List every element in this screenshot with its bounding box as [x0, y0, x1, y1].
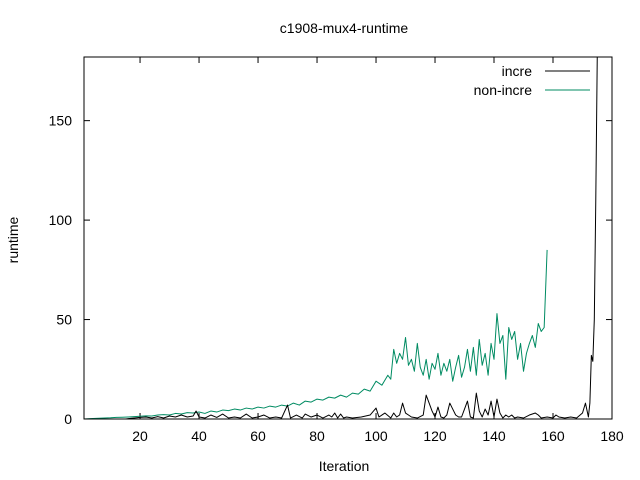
legend-label-non-incre: non-incre [474, 82, 533, 98]
chart-title: c1908-mux4-runtime [280, 20, 409, 36]
x-tick-label: 120 [423, 428, 447, 444]
y-tick-label: 50 [56, 312, 72, 328]
series-line-incre [84, 57, 598, 419]
x-tick-label: 140 [482, 428, 506, 444]
x-tick-label: 80 [309, 428, 325, 444]
x-tick-label: 60 [250, 428, 266, 444]
axis-ticks: 20 40 60 80 100 120 140 160 180 0 50 100 150 [49, 57, 624, 444]
y-tick-label: 150 [49, 113, 73, 129]
y-tick-label: 0 [64, 411, 72, 427]
series-layer [84, 57, 598, 419]
y-axis-label: runtime [5, 216, 21, 263]
x-tick-label: 180 [600, 428, 624, 444]
legend: incre non-incre [474, 63, 590, 98]
x-tick-label: 160 [541, 428, 565, 444]
series-line-non-incre [84, 249, 548, 419]
x-tick-label: 20 [132, 428, 148, 444]
legend-label-incre: incre [502, 63, 533, 79]
x-tick-label: 40 [191, 428, 207, 444]
y-tick-label: 100 [49, 212, 73, 228]
x-axis-label: Iteration [319, 458, 370, 474]
plot-frame [83, 56, 613, 420]
x-tick-label: 100 [364, 428, 388, 444]
